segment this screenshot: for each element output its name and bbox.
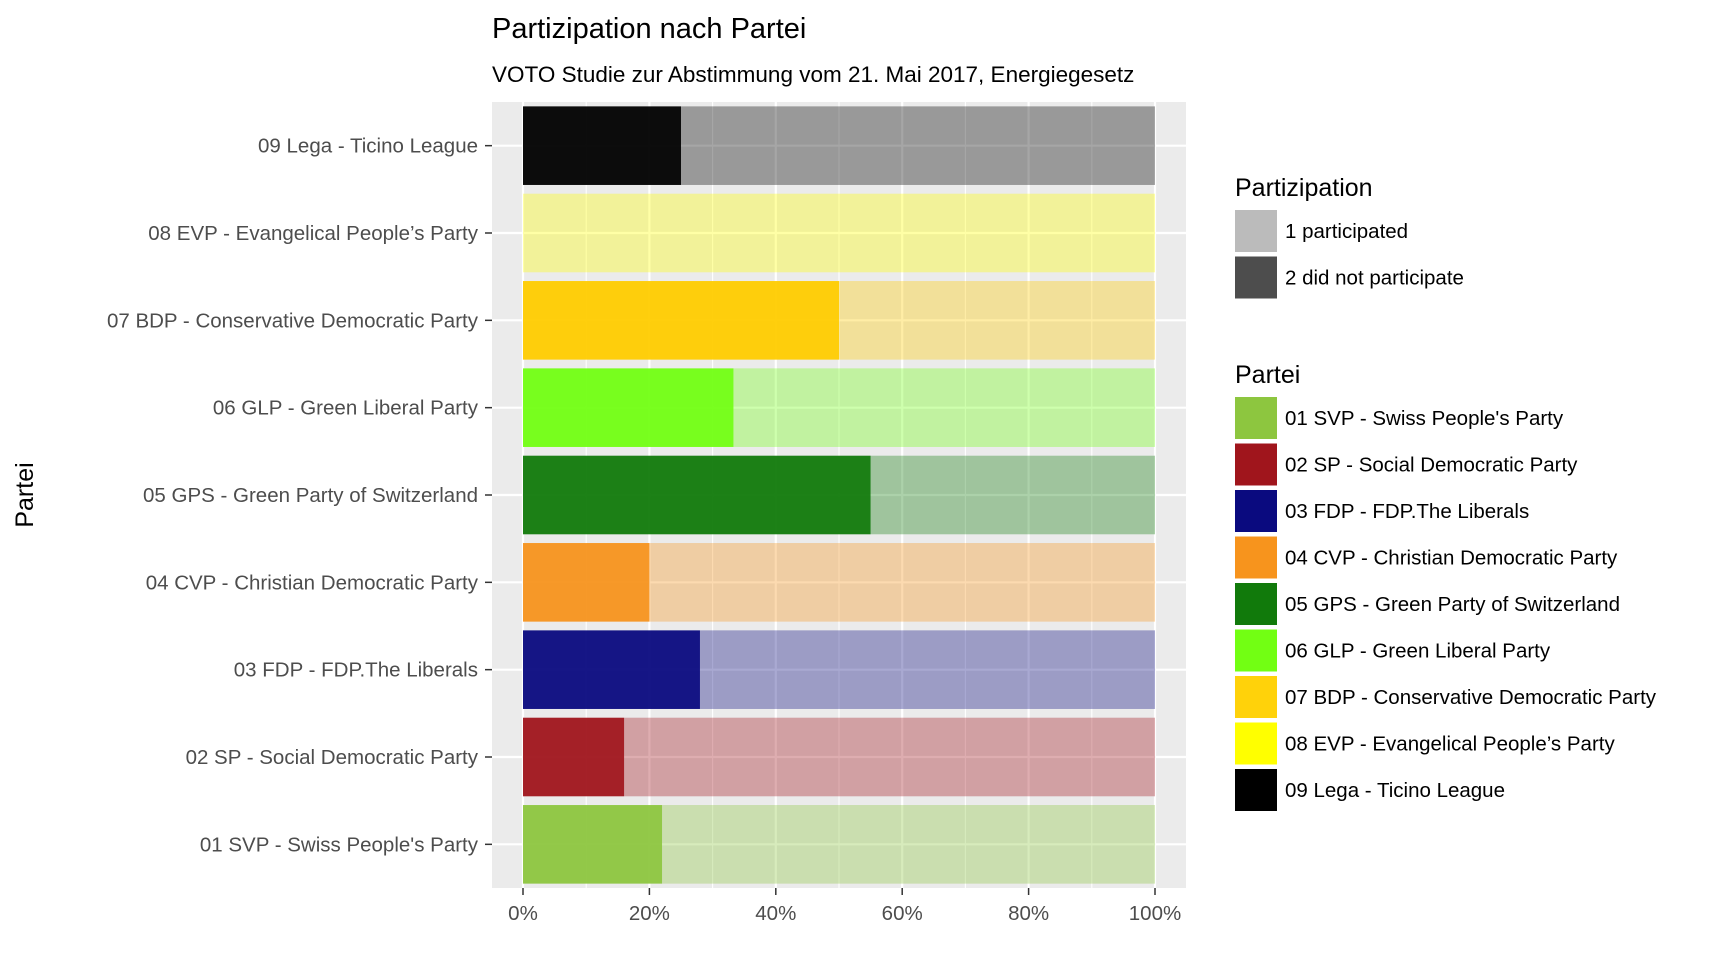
bar-did-not-participate [839,281,1155,360]
y-tick-label: 08 EVP - Evangelical People’s Party [148,222,478,245]
bars [523,106,1155,884]
legend-label: 01 SVP - Swiss People's Party [1285,407,1564,430]
y-tick-label: 09 Lega - Ticino League [258,135,478,158]
legend-label: 2 did not participate [1285,267,1464,290]
legend-label: 04 CVP - Christian Democratic Party [1285,547,1618,570]
legend-title: Partizipation [1235,174,1373,202]
bar-did-not-participate [681,106,1155,185]
bar-did-not-participate [523,193,1155,273]
bar-participated [523,630,700,709]
legend-key [1235,443,1277,486]
bar-did-not-participate [870,455,1155,535]
bar-participated [523,106,681,185]
x-tick-label: 60% [882,902,923,925]
bar-did-not-participate [733,368,1155,447]
legend-label: 09 Lega - Ticino League [1285,779,1505,802]
x-tick-label: 0% [508,902,538,925]
bar-participated [523,717,625,797]
chart-title: Partizipation nach Partei [492,13,806,45]
legend-key [1235,490,1277,532]
y-tick-label: 06 GLP - Green Liberal Party [213,397,479,420]
y-axis-title: Partei [11,462,39,527]
legend-label: 03 FDP - FDP.The Liberals [1285,500,1529,523]
bar-participated [523,368,734,447]
x-tick-label: 20% [629,902,670,925]
y-tick-label: 03 FDP - FDP.The Liberals [234,659,478,682]
bar-participated [523,455,871,535]
y-tick-label: 05 GPS - Green Party of Switzerland [143,484,478,507]
bar-did-not-participate [624,717,1155,797]
legend-key [1235,256,1277,299]
bar-participated [523,805,663,884]
bar-did-not-participate [699,630,1155,709]
legend-key [1235,629,1277,672]
chart-subtitle: VOTO Studie zur Abstimmung vom 21. Mai 2… [492,62,1134,87]
y-axis: 01 SVP - Swiss People's Party 02 SP - Soc… [107,135,492,856]
legend-key [1235,210,1277,252]
y-tick-label: 04 CVP - Christian Democratic Party [146,571,479,594]
legend-title: Partei [1235,361,1300,389]
legend-label: 02 SP - Social Democratic Party [1285,454,1578,477]
legends: Partizipation 1 participated 2 did not par… [1235,174,1657,811]
x-tick-label: 100% [1129,902,1181,925]
bar-participated [523,543,650,622]
legend-label: 05 GPS - Green Party of Switzerland [1285,593,1620,616]
x-axis: 0% 20% 40% 60% 80% 100% [508,888,1181,925]
legend-label: 1 participated [1285,220,1408,243]
y-tick-label: 02 SP - Social Democratic Party [186,746,479,769]
bar-did-not-participate [662,805,1155,884]
bar-did-not-participate [649,543,1155,622]
legend-label: 07 BDP - Conservative Democratic Party [1285,686,1657,709]
legend-key [1235,676,1277,718]
legend-key [1235,397,1277,439]
legend-key [1235,722,1277,765]
legend-key [1235,769,1277,811]
y-tick-label: 07 BDP - Conservative Democratic Party [107,309,479,332]
x-tick-label: 40% [755,902,796,925]
major-gridlines [492,102,1186,888]
legend-label: 06 GLP - Green Liberal Party [1285,640,1551,663]
legend-key [1235,536,1277,579]
legend-key [1235,583,1277,625]
bar-participated [523,281,839,360]
x-tick-label: 80% [1008,902,1049,925]
y-tick-label: 01 SVP - Swiss People's Party [200,833,479,856]
legend-label: 08 EVP - Evangelical People’s Party [1285,733,1615,756]
